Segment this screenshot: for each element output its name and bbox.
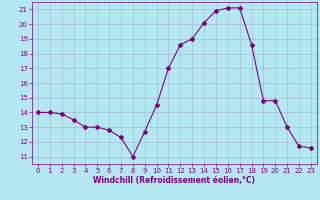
- X-axis label: Windchill (Refroidissement éolien,°C): Windchill (Refroidissement éolien,°C): [93, 176, 255, 185]
